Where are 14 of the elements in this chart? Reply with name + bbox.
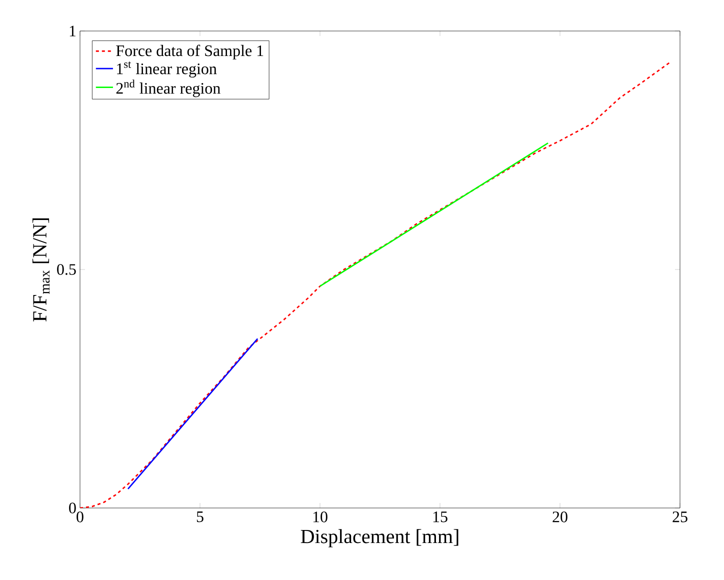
x-tick-label: 15 — [433, 512, 448, 522]
y-tick-label: 0.5 — [57, 264, 76, 275]
legend-label: 2$^{nd}$ linear region — [116, 80, 220, 98]
x-tick-label: 0 — [76, 512, 84, 522]
y-tick-label: 0 — [69, 502, 76, 514]
legend-label: 1$^{st}$ linear region — [117, 62, 217, 78]
x-tick-label: 25 — [672, 512, 688, 522]
x-axis-title: Displacement [mm] — [300, 529, 458, 548]
x-tick-label: 5 — [196, 512, 204, 522]
legend-label: Force data of Sample 1 — [116, 44, 264, 60]
y-tick-label: 1 — [70, 26, 76, 36]
x-tick-label: 10 — [313, 512, 328, 522]
x-tick-label: 20 — [552, 512, 568, 522]
y-axis-title: F/F$_{max}$ [N/N] — [32, 218, 50, 322]
